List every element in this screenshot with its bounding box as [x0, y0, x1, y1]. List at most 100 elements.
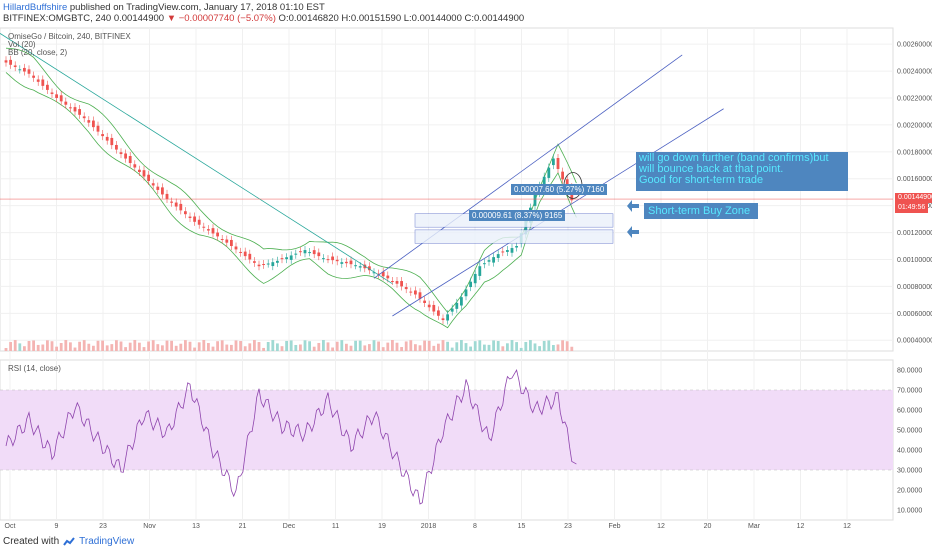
- y-tick-label: 0.00240000: [897, 69, 932, 76]
- chart-header-publish: HillardBuffshire published on TradingVie…: [3, 2, 325, 13]
- volume-bar: [110, 344, 114, 351]
- symbol-price-text: BITFINEX:OMGBTC, 240 0.00144900: [3, 13, 167, 24]
- y-tick-label: 0.00040000: [897, 338, 932, 345]
- volume-bar: [326, 342, 330, 351]
- volume-bar: [280, 346, 284, 351]
- candle-body: [437, 310, 440, 316]
- candle-body: [18, 69, 22, 71]
- candle-body: [386, 275, 390, 279]
- candle-body: [271, 262, 275, 267]
- candle-body: [207, 229, 210, 231]
- volume-bar: [423, 340, 426, 351]
- volume-bar: [69, 342, 72, 351]
- candle-body: [46, 84, 49, 90]
- volume-bar: [179, 343, 183, 351]
- buy-zone-rect: [414, 229, 614, 244]
- note-line-3: Good for short-term trade: [639, 174, 764, 186]
- volume-bar: [18, 343, 22, 351]
- volume-bar: [404, 341, 408, 351]
- y-tick-label: 0.00120000: [897, 230, 932, 237]
- candle-body: [101, 134, 104, 137]
- candle-body: [510, 248, 514, 253]
- volume-bar: [87, 343, 91, 351]
- rsi-band: [0, 390, 893, 470]
- volume-bar: [262, 347, 265, 351]
- y-tick-label: 0.00160000: [897, 176, 932, 183]
- volume-bar: [234, 340, 238, 351]
- x-tick-label: Oct: [5, 523, 16, 530]
- brand-text[interactable]: TradingView: [79, 536, 135, 547]
- countdown-tag: 01:49:56: [895, 203, 929, 213]
- chart-area[interactable]: Oct 9 23 Nov 13 21 Dec 11 19 2018 8 15 23 Feb 12 20 Mar 1…: [0, 0, 932, 530]
- volume-bar: [506, 343, 509, 351]
- volume-bar: [492, 340, 495, 351]
- candle-body: [73, 107, 77, 112]
- volume-bar: [92, 345, 95, 351]
- volume-bar: [216, 341, 219, 351]
- published-text: published on TradingView.com, January 17…: [67, 2, 325, 13]
- volume-bar: [533, 343, 537, 351]
- y-tick-label: 0.00220000: [897, 95, 932, 102]
- rsi-title: RSI (14, close): [8, 364, 61, 373]
- volume-bar: [538, 346, 541, 351]
- bollinger-upper: [5, 47, 577, 313]
- x-tick-label: Nov: [143, 523, 156, 530]
- candle-body: [354, 265, 357, 267]
- x-tick-label: 9: [55, 523, 59, 530]
- candle-body: [276, 260, 279, 263]
- candle-body: [299, 251, 302, 253]
- volume-bar: [257, 342, 261, 351]
- candle-body: [50, 92, 54, 94]
- candle-body: [13, 65, 17, 68]
- volume-bar: [124, 347, 127, 351]
- volume-bar: [450, 347, 454, 351]
- candle-body: [188, 216, 192, 218]
- candle-body: [243, 251, 247, 257]
- candle-body: [294, 253, 298, 255]
- volume-bar: [345, 343, 348, 351]
- candle-body: [170, 201, 173, 203]
- author-link[interactable]: HillardBuffshire: [3, 2, 68, 13]
- volume-bar: [354, 340, 357, 351]
- x-tick-label: 23: [564, 523, 572, 530]
- candle-body: [547, 167, 551, 178]
- candle-body: [82, 116, 86, 119]
- x-tick-label: Mar: [748, 523, 761, 530]
- volume-bar: [165, 340, 169, 351]
- volume-bar: [207, 343, 210, 351]
- candle-body: [216, 232, 219, 237]
- volume-bar: [27, 340, 31, 351]
- candle-body: [404, 287, 408, 290]
- volume-bar: [312, 346, 316, 351]
- candle-body: [345, 261, 348, 264]
- candle-body: [128, 156, 132, 164]
- candle-body: [455, 302, 459, 309]
- volume-bar: [133, 340, 137, 351]
- current-price-tag: 0.00144900: [895, 193, 932, 203]
- volume-bar: [542, 340, 546, 351]
- volume-bar: [211, 346, 215, 351]
- volume-bar: [105, 345, 109, 351]
- candle-body: [280, 258, 284, 260]
- volume-bar: [225, 344, 229, 351]
- volume-bar: [496, 341, 500, 351]
- volume-bar: [243, 346, 247, 351]
- volume-bar: [142, 347, 146, 351]
- volume-bar: [161, 345, 164, 351]
- volume-bar: [151, 340, 155, 351]
- candle-body: [156, 186, 160, 190]
- volume-bar: [73, 347, 77, 351]
- y-tick-label: 0.00060000: [897, 311, 932, 318]
- legend-vol: Vol (20): [8, 40, 36, 49]
- candle-body: [220, 239, 224, 241]
- volume-bar: [377, 341, 380, 351]
- candle-body: [414, 290, 417, 295]
- candle-body: [358, 266, 362, 268]
- candle-body: [335, 259, 339, 262]
- candle-body: [133, 164, 137, 168]
- volume-bar: [552, 345, 555, 351]
- rsi-line: [5, 368, 577, 505]
- left-arrow-icon: [627, 226, 639, 238]
- volume-bar: [473, 341, 477, 351]
- candle-body: [556, 158, 560, 169]
